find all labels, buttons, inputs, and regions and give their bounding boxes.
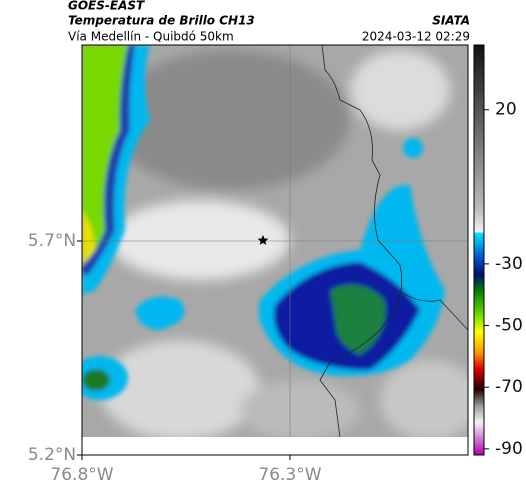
- colorbar-tick-label: -90: [495, 439, 523, 459]
- colorbar-tick-label: -50: [495, 316, 523, 336]
- timestamp: 2024-03-12 02:29: [362, 30, 470, 44]
- satellite-image: [82, 45, 468, 437]
- subtitle: Temperatura de Brillo CH13: [68, 14, 255, 28]
- route: Vía Medellín - Quibdó 50km: [68, 30, 234, 44]
- source: SIATA: [432, 14, 470, 28]
- colorbar-tick-label: -30: [495, 254, 523, 274]
- colorbar-tick-label: -70: [495, 377, 523, 397]
- x-tick-label: 76.8°W: [50, 465, 113, 485]
- map-frame: [81, 44, 469, 456]
- y-tick-label: 5.7°N: [28, 231, 76, 251]
- y-tick-label: 5.2°N: [28, 445, 76, 465]
- x-tick-label: 76.3°W: [258, 465, 321, 485]
- title: GOES-EAST: [68, 0, 145, 13]
- star-marker: [257, 235, 269, 245]
- colorbar: [473, 44, 485, 456]
- colorbar-tick-label: 20: [495, 100, 517, 120]
